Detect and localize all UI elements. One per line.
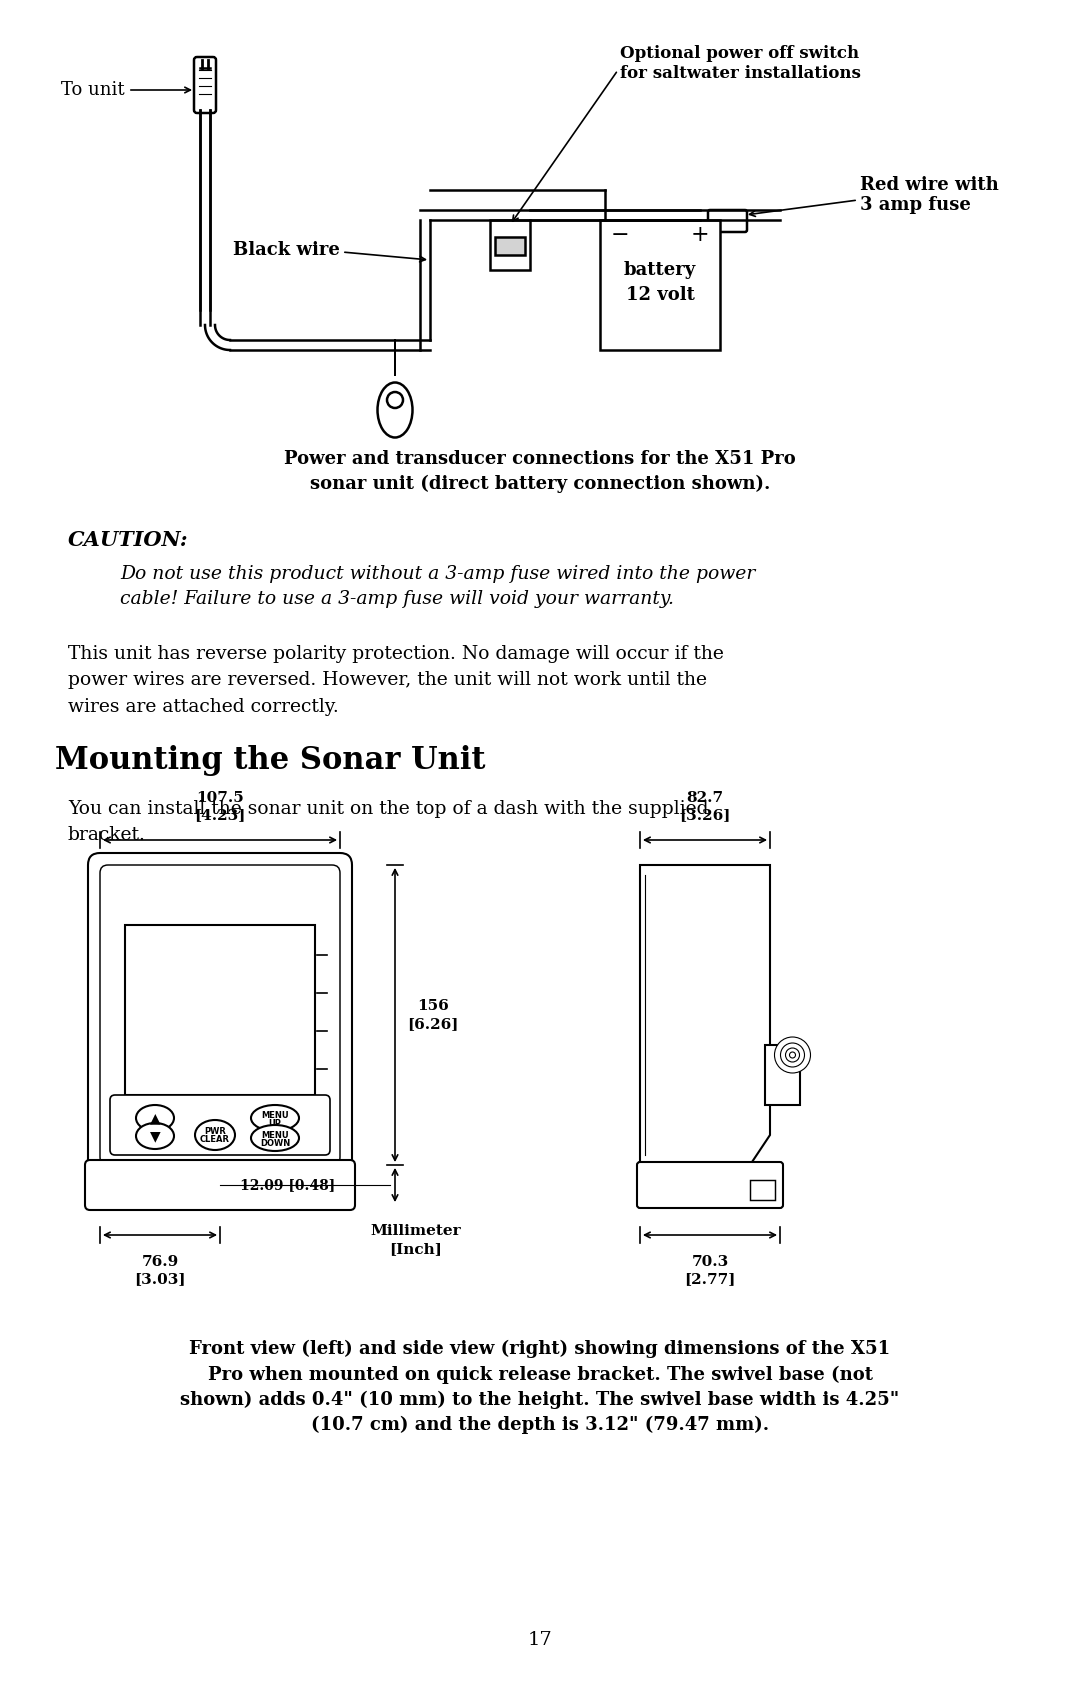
Text: 76.9
[3.03]: 76.9 [3.03] <box>134 1255 186 1287</box>
Text: 70.3
[2.77]: 70.3 [2.77] <box>685 1255 735 1287</box>
Text: MENU: MENU <box>261 1132 288 1140</box>
FancyBboxPatch shape <box>85 1161 355 1209</box>
Text: Optional power off switch
for saltwater installations: Optional power off switch for saltwater … <box>620 45 861 82</box>
FancyBboxPatch shape <box>110 1095 330 1156</box>
Text: 17: 17 <box>528 1632 552 1648</box>
Text: Front view (left) and side view (right) showing dimensions of the X51
Pro when m: Front view (left) and side view (right) … <box>180 1341 900 1435</box>
Text: 156
[6.26]: 156 [6.26] <box>407 999 458 1031</box>
Text: +: + <box>691 224 710 246</box>
Text: You can install the sonar unit on the top of a dash with the supplied
bracket.: You can install the sonar unit on the to… <box>68 801 708 844</box>
Ellipse shape <box>195 1120 235 1150</box>
Circle shape <box>774 1038 810 1073</box>
Ellipse shape <box>251 1105 299 1130</box>
Text: ▼: ▼ <box>150 1129 160 1144</box>
Text: PWR: PWR <box>204 1127 226 1137</box>
FancyBboxPatch shape <box>708 210 747 232</box>
Text: Millimeter
[Inch]: Millimeter [Inch] <box>370 1224 461 1256</box>
Text: Do not use this product without a 3-amp fuse wired into the power
cable! Failure: Do not use this product without a 3-amp … <box>120 565 755 607</box>
Text: Red wire with
3 amp fuse: Red wire with 3 amp fuse <box>860 175 999 214</box>
Text: CLEAR: CLEAR <box>200 1135 230 1144</box>
Text: To unit: To unit <box>62 81 125 99</box>
Text: Black wire: Black wire <box>233 241 340 259</box>
Ellipse shape <box>378 382 413 437</box>
FancyBboxPatch shape <box>100 865 340 1166</box>
Ellipse shape <box>136 1124 174 1149</box>
FancyBboxPatch shape <box>87 853 352 1177</box>
Circle shape <box>781 1043 805 1066</box>
Text: DOWN: DOWN <box>260 1139 291 1147</box>
Text: CAUTION:: CAUTION: <box>68 530 189 550</box>
Ellipse shape <box>136 1105 174 1130</box>
Circle shape <box>789 1051 796 1058</box>
Bar <box>490 220 530 271</box>
Polygon shape <box>640 865 770 1166</box>
Text: 12.09 [0.48]: 12.09 [0.48] <box>240 1177 335 1193</box>
Text: 12 volt: 12 volt <box>625 286 694 304</box>
Text: ▲: ▲ <box>150 1112 160 1125</box>
Bar <box>750 1181 775 1199</box>
Text: battery: battery <box>624 261 697 279</box>
Text: 107.5
[4.23]: 107.5 [4.23] <box>194 791 245 822</box>
Text: MENU: MENU <box>261 1112 288 1120</box>
Ellipse shape <box>251 1125 299 1150</box>
Text: UP: UP <box>269 1119 282 1127</box>
Text: Power and transducer connections for the X51 Pro
sonar unit (direct battery conn: Power and transducer connections for the… <box>284 451 796 493</box>
Circle shape <box>387 392 403 409</box>
FancyBboxPatch shape <box>637 1162 783 1208</box>
Text: This unit has reverse polarity protection. No damage will occur if the
power wir: This unit has reverse polarity protectio… <box>68 644 724 717</box>
Bar <box>125 925 315 1095</box>
Circle shape <box>785 1048 799 1061</box>
FancyBboxPatch shape <box>194 57 216 113</box>
Bar <box>600 220 720 350</box>
Bar <box>765 1045 800 1105</box>
Bar <box>495 237 525 256</box>
Text: −: − <box>610 224 630 246</box>
Text: 82.7
[3.26]: 82.7 [3.26] <box>679 791 731 822</box>
Text: Mounting the Sonar Unit: Mounting the Sonar Unit <box>55 745 486 775</box>
